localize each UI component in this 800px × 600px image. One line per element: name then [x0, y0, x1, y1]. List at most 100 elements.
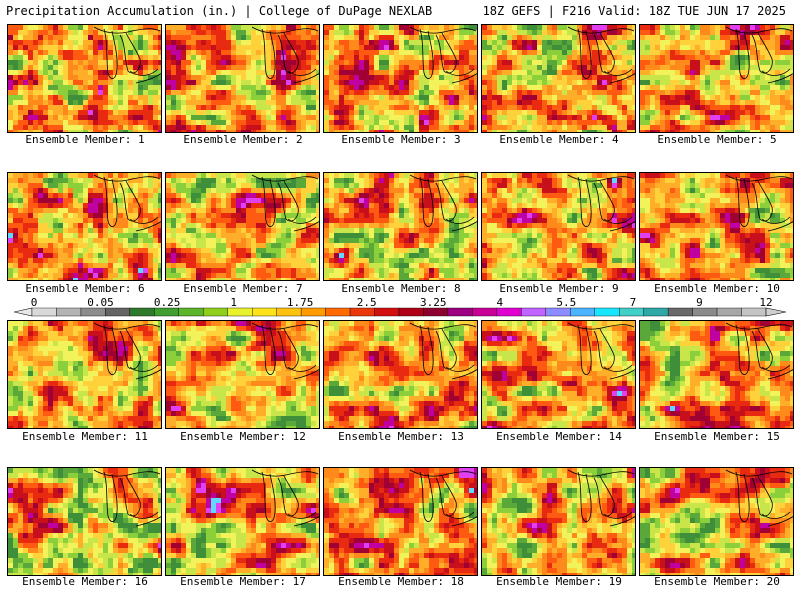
colorbar-swatch [570, 307, 595, 317]
great-lakes-outline [93, 469, 161, 527]
great-lakes-outline [567, 322, 635, 380]
colorbar-swatch [643, 307, 669, 317]
colorbar-tick-label: 1.75 [287, 296, 314, 309]
great-lakes-outline [93, 322, 161, 380]
ensemble-member-label: Ensemble Member: 5 [657, 133, 777, 146]
colorbar-tick-label: 9 [696, 296, 703, 309]
colorbar-tick-label: 2.5 [357, 296, 377, 309]
colorbar-tick-label: 0 [31, 296, 38, 309]
ensemble-member-label: Ensemble Member: 12 [180, 430, 306, 443]
colorbar-tick-label: 0.05 [87, 296, 114, 309]
ensemble-map-panel [7, 172, 162, 281]
ensemble-map-panel [481, 172, 636, 281]
ensemble-map-panel [323, 172, 478, 281]
great-lakes-outline [409, 174, 477, 232]
great-lakes-outline [409, 469, 477, 527]
colorbar-tick-label: 4 [497, 296, 504, 309]
precip-field [324, 25, 477, 132]
great-lakes-outline [725, 26, 793, 84]
ensemble-member-label: Ensemble Member: 1 [25, 133, 145, 146]
ensemble-member-label: Ensemble Member: 15 [654, 430, 780, 443]
ensemble-member-label: Ensemble Member: 7 [183, 282, 303, 295]
ensemble-map-panel [639, 172, 794, 281]
ensemble-map-panel [165, 24, 320, 133]
colorbar-swatch [472, 307, 498, 317]
colorbar-swatch [325, 307, 351, 317]
ensemble-map-panel [323, 467, 478, 576]
ensemble-member-label: Ensemble Member: 20 [654, 575, 780, 588]
colorbar-swatch [300, 307, 326, 317]
precip-field [640, 25, 793, 132]
ensemble-member-label: Ensemble Member: 10 [654, 282, 780, 295]
precip-field [8, 173, 161, 280]
great-lakes-outline [251, 322, 319, 380]
colorbar-swatch [374, 307, 400, 317]
ensemble-map-panel [639, 320, 794, 429]
colorbar-tick-label: 0.25 [154, 296, 181, 309]
colorbar-swatch [447, 307, 473, 317]
ensemble-member-label: Ensemble Member: 17 [180, 575, 306, 588]
colorbar-swatch [741, 307, 767, 317]
precip-field [324, 468, 477, 575]
ensemble-map-panel [481, 467, 636, 576]
precip-field [482, 173, 635, 280]
precip-field [8, 468, 161, 575]
ensemble-member-label: Ensemble Member: 9 [499, 282, 619, 295]
precip-field [166, 468, 319, 575]
ensemble-map-panel [7, 24, 162, 133]
great-lakes-outline [409, 322, 477, 380]
precip-field [8, 25, 161, 132]
colorbar-swatch [178, 307, 204, 317]
colorbar-swatch [521, 307, 547, 317]
precip-field [166, 321, 319, 428]
colorbar-swatch [594, 307, 620, 317]
ensemble-map-panel [481, 24, 636, 133]
colorbar-swatch [203, 307, 228, 317]
ensemble-member-label: Ensemble Member: 4 [499, 133, 619, 146]
great-lakes-outline [251, 469, 319, 527]
precip-field [640, 321, 793, 428]
precip-field [482, 468, 635, 575]
colorbar-swatch [129, 307, 155, 317]
precip-colorbar: 0 0.05 0.25 1 1.75 2.5 3.25 4 5.5 7 9 12 [14, 296, 786, 317]
ensemble-member-label: Ensemble Member: 13 [338, 430, 464, 443]
colorbar-swatch [423, 307, 449, 317]
run-info: 18Z GEFS | F216 Valid: 18Z TUE JUN 17 20… [482, 4, 786, 18]
ensemble-member-label: Ensemble Member: 16 [22, 575, 148, 588]
ensemble-map-panel [323, 320, 478, 429]
great-lakes-outline [725, 322, 793, 380]
colorbar-left-arrow [14, 307, 33, 317]
great-lakes-outline [251, 26, 319, 84]
precip-field [640, 173, 793, 280]
great-lakes-outline [725, 469, 793, 527]
precip-field [324, 173, 477, 280]
great-lakes-outline [409, 26, 477, 84]
colorbar-swatch [105, 307, 131, 317]
precip-field [166, 25, 319, 132]
precip-field [166, 173, 319, 280]
ensemble-map-panel [639, 467, 794, 576]
colorbar-swatch [56, 307, 82, 317]
ensemble-map-panel [165, 320, 320, 429]
great-lakes-outline [251, 174, 319, 232]
ensemble-member-label: Ensemble Member: 8 [341, 282, 461, 295]
page-title: Precipitation Accumulation (in.) | Colle… [6, 4, 433, 18]
ensemble-map-panel [165, 172, 320, 281]
colorbar-swatch [251, 307, 277, 317]
ensemble-member-label: Ensemble Member: 3 [341, 133, 461, 146]
colorbar-swatch [398, 307, 424, 317]
colorbar-tick-label: 1 [230, 296, 237, 309]
colorbar-swatch [31, 307, 57, 317]
precip-field [324, 321, 477, 428]
colorbar-tick-label: 5.5 [556, 296, 576, 309]
ensemble-member-label: Ensemble Member: 11 [22, 430, 148, 443]
great-lakes-outline [567, 174, 635, 232]
colorbar-tick-label: 12 [759, 296, 772, 309]
great-lakes-outline [725, 174, 793, 232]
ensemble-map-panel [7, 320, 162, 429]
colorbar-swatch [545, 307, 571, 317]
ensemble-map-panel [7, 467, 162, 576]
colorbar-tick-label: 3.25 [420, 296, 447, 309]
ensemble-map-panel [639, 24, 794, 133]
precip-field [482, 321, 635, 428]
